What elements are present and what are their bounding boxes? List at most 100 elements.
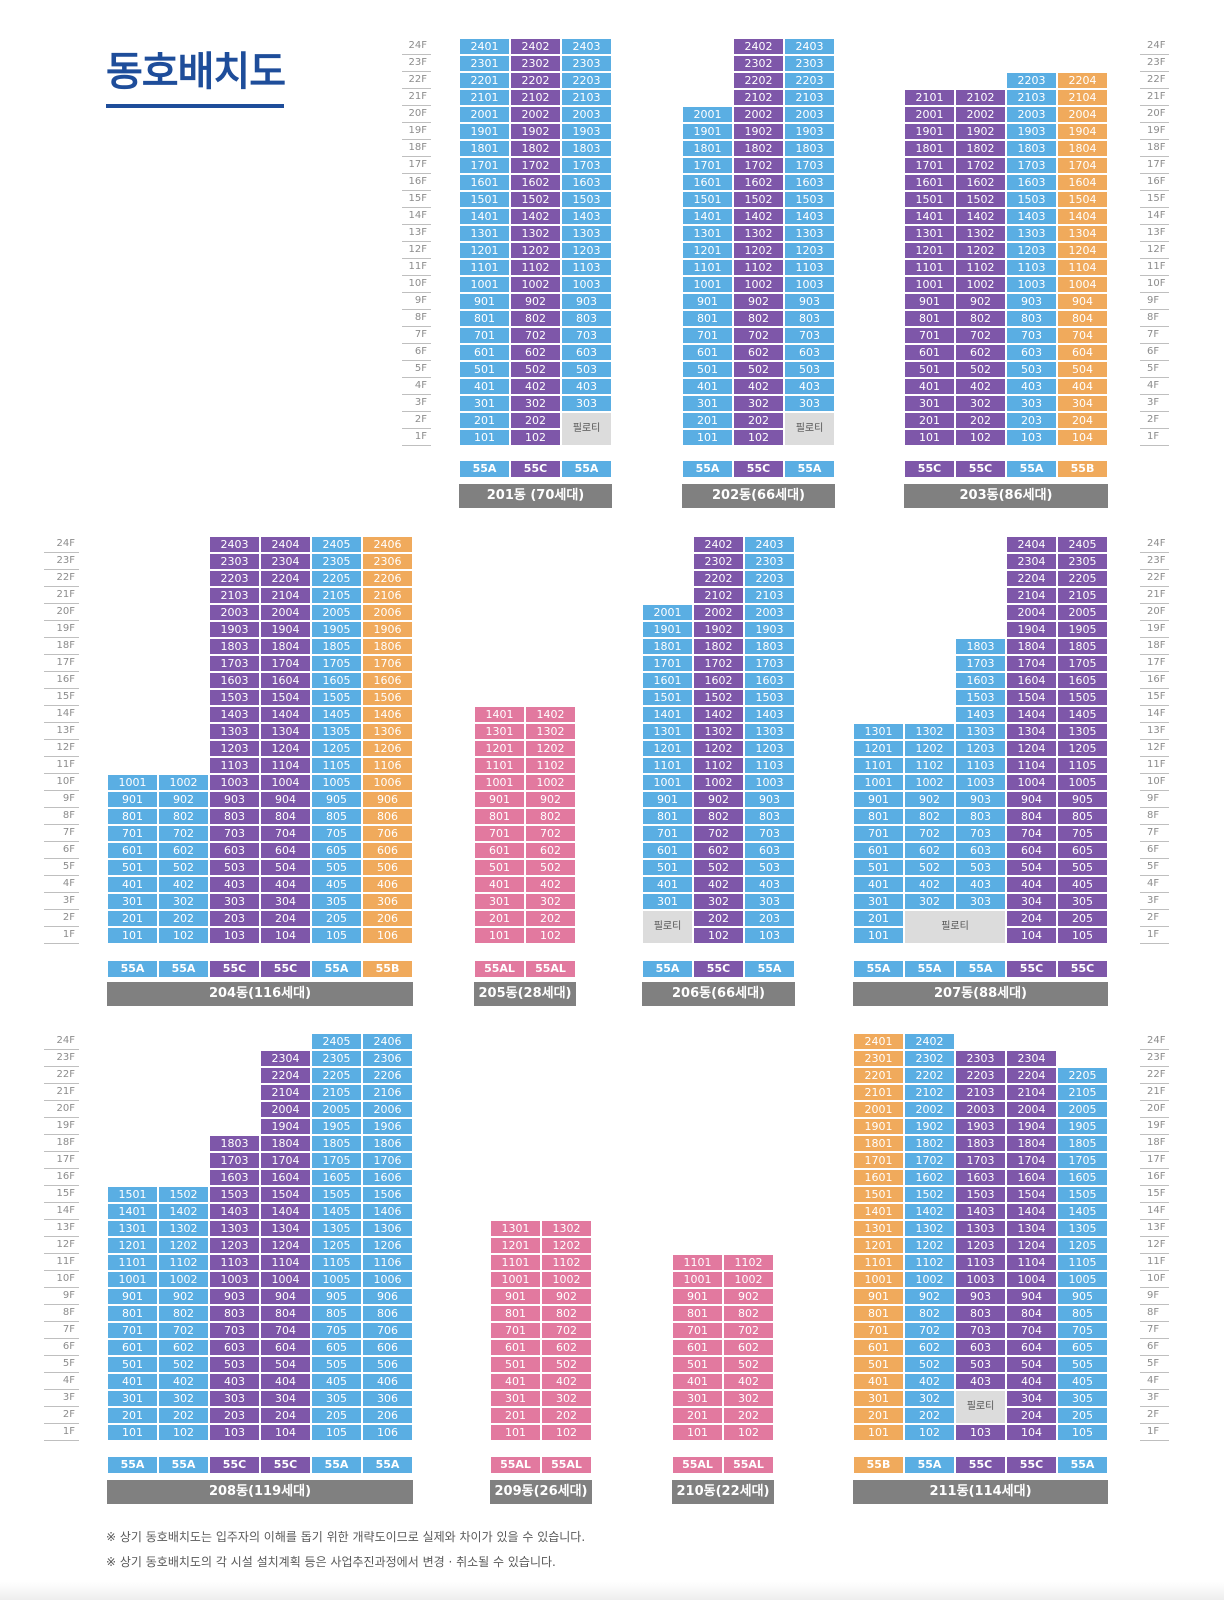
- unit-cell[interactable]: 903: [784, 293, 835, 310]
- unit-cell[interactable]: 2205: [311, 1067, 362, 1084]
- unit-cell[interactable]: 802: [541, 1305, 592, 1322]
- unit-cell[interactable]: 1203: [561, 242, 612, 259]
- unit-cell[interactable]: 1506: [362, 689, 413, 706]
- unit-cell[interactable]: 604: [260, 1339, 311, 1356]
- unit-cell[interactable]: 1503: [955, 1186, 1006, 1203]
- unit-cell[interactable]: 704: [260, 1322, 311, 1339]
- unit-cell[interactable]: 1303: [209, 723, 260, 740]
- unit-cell[interactable]: 1204: [1006, 740, 1057, 757]
- unit-cell[interactable]: 204: [260, 1407, 311, 1424]
- unit-cell[interactable]: 1902: [904, 1118, 955, 1135]
- unit-cell[interactable]: 501: [904, 361, 955, 378]
- unit-cell[interactable]: 2104: [1006, 587, 1057, 604]
- unit-cell[interactable]: 1305: [1057, 1220, 1108, 1237]
- unit-cell[interactable]: 2004: [260, 1101, 311, 1118]
- unit-cell[interactable]: 1002: [693, 774, 744, 791]
- unit-cell[interactable]: 601: [642, 842, 693, 859]
- unit-cell[interactable]: 101: [672, 1424, 723, 1441]
- unit-cell[interactable]: 1002: [510, 276, 561, 293]
- unit-cell[interactable]: 1303: [955, 1220, 1006, 1237]
- unit-cell[interactable]: 1803: [955, 638, 1006, 655]
- unit-cell[interactable]: 605: [311, 1339, 362, 1356]
- unit-cell[interactable]: 1306: [362, 723, 413, 740]
- unit-cell[interactable]: 701: [682, 327, 733, 344]
- unit-cell[interactable]: 206: [362, 1407, 413, 1424]
- unit-cell[interactable]: 202: [955, 412, 1006, 429]
- unit-cell[interactable]: 201: [682, 412, 733, 429]
- unit-cell[interactable]: 702: [541, 1322, 592, 1339]
- unit-cell[interactable]: 804: [260, 1305, 311, 1322]
- unit-cell[interactable]: 2402: [904, 1033, 955, 1050]
- unit-cell[interactable]: 1803: [561, 140, 612, 157]
- unit-cell[interactable]: 1203: [784, 242, 835, 259]
- unit-cell[interactable]: 403: [955, 1373, 1006, 1390]
- unit-cell[interactable]: 1305: [311, 1220, 362, 1237]
- unit-cell[interactable]: 1303: [561, 225, 612, 242]
- unit-cell[interactable]: 2202: [733, 72, 784, 89]
- unit-cell[interactable]: 1502: [733, 191, 784, 208]
- unit-cell[interactable]: 1701: [642, 655, 693, 672]
- unit-cell[interactable]: 601: [474, 842, 525, 859]
- unit-cell[interactable]: 1204: [1006, 1237, 1057, 1254]
- unit-cell[interactable]: 1104: [260, 1254, 311, 1271]
- unit-cell[interactable]: 1004: [260, 774, 311, 791]
- unit-cell[interactable]: 1404: [260, 1203, 311, 1220]
- unit-cell[interactable]: 1502: [510, 191, 561, 208]
- unit-cell[interactable]: 1102: [904, 757, 955, 774]
- unit-cell[interactable]: 1603: [209, 672, 260, 689]
- unit-cell[interactable]: 2002: [904, 1101, 955, 1118]
- unit-cell[interactable]: 803: [744, 808, 795, 825]
- unit-cell[interactable]: 101: [490, 1424, 541, 1441]
- unit-cell[interactable]: 301: [474, 893, 525, 910]
- unit-cell[interactable]: 2306: [362, 1050, 413, 1067]
- unit-cell[interactable]: 803: [1006, 310, 1057, 327]
- unit-cell[interactable]: 803: [209, 1305, 260, 1322]
- unit-cell[interactable]: 701: [474, 825, 525, 842]
- unit-cell[interactable]: 1804: [1006, 638, 1057, 655]
- unit-cell[interactable]: 1402: [693, 706, 744, 723]
- unit-cell[interactable]: 1206: [362, 740, 413, 757]
- unit-cell[interactable]: 1505: [1057, 1186, 1108, 1203]
- unit-cell[interactable]: 303: [744, 893, 795, 910]
- unit-cell[interactable]: 2004: [1057, 106, 1108, 123]
- unit-cell[interactable]: 1102: [158, 1254, 209, 1271]
- unit-cell[interactable]: 2304: [260, 553, 311, 570]
- unit-cell[interactable]: 102: [693, 927, 744, 944]
- unit-cell[interactable]: 403: [209, 1373, 260, 1390]
- unit-cell[interactable]: 202: [723, 1407, 774, 1424]
- unit-cell[interactable]: 1302: [510, 225, 561, 242]
- unit-cell[interactable]: 2006: [362, 1101, 413, 1118]
- unit-cell[interactable]: 2303: [744, 553, 795, 570]
- unit-cell[interactable]: 1703: [561, 157, 612, 174]
- unit-cell[interactable]: 1203: [955, 740, 1006, 757]
- unit-cell[interactable]: 203: [209, 1407, 260, 1424]
- unit-cell[interactable]: 201: [490, 1407, 541, 1424]
- unit-cell[interactable]: 902: [904, 791, 955, 808]
- unit-cell[interactable]: 205: [1057, 1407, 1108, 1424]
- unit-cell[interactable]: 1204: [260, 1237, 311, 1254]
- unit-cell[interactable]: 103: [209, 927, 260, 944]
- unit-cell[interactable]: 2305: [311, 1050, 362, 1067]
- unit-cell[interactable]: 1903: [955, 1118, 1006, 1135]
- unit-cell[interactable]: 305: [311, 1390, 362, 1407]
- unit-cell[interactable]: 1802: [693, 638, 744, 655]
- unit-cell[interactable]: 405: [1057, 1373, 1108, 1390]
- unit-cell[interactable]: 1604: [1057, 174, 1108, 191]
- unit-cell[interactable]: 1704: [260, 1152, 311, 1169]
- unit-cell[interactable]: 301: [107, 893, 158, 910]
- unit-cell[interactable]: 102: [723, 1424, 774, 1441]
- unit-cell[interactable]: 604: [1006, 1339, 1057, 1356]
- unit-cell[interactable]: 701: [904, 327, 955, 344]
- unit-cell[interactable]: 1703: [955, 1152, 1006, 1169]
- unit-cell[interactable]: 503: [744, 859, 795, 876]
- unit-cell[interactable]: 1902: [733, 123, 784, 140]
- unit-cell[interactable]: 2302: [510, 55, 561, 72]
- unit-cell[interactable]: 2302: [733, 55, 784, 72]
- unit-cell[interactable]: 1403: [955, 706, 1006, 723]
- unit-cell[interactable]: 601: [107, 842, 158, 859]
- unit-cell[interactable]: 2104: [260, 587, 311, 604]
- unit-cell[interactable]: 2103: [784, 89, 835, 106]
- unit-cell[interactable]: 201: [672, 1407, 723, 1424]
- unit-cell[interactable]: 703: [209, 1322, 260, 1339]
- unit-cell[interactable]: 901: [853, 1288, 904, 1305]
